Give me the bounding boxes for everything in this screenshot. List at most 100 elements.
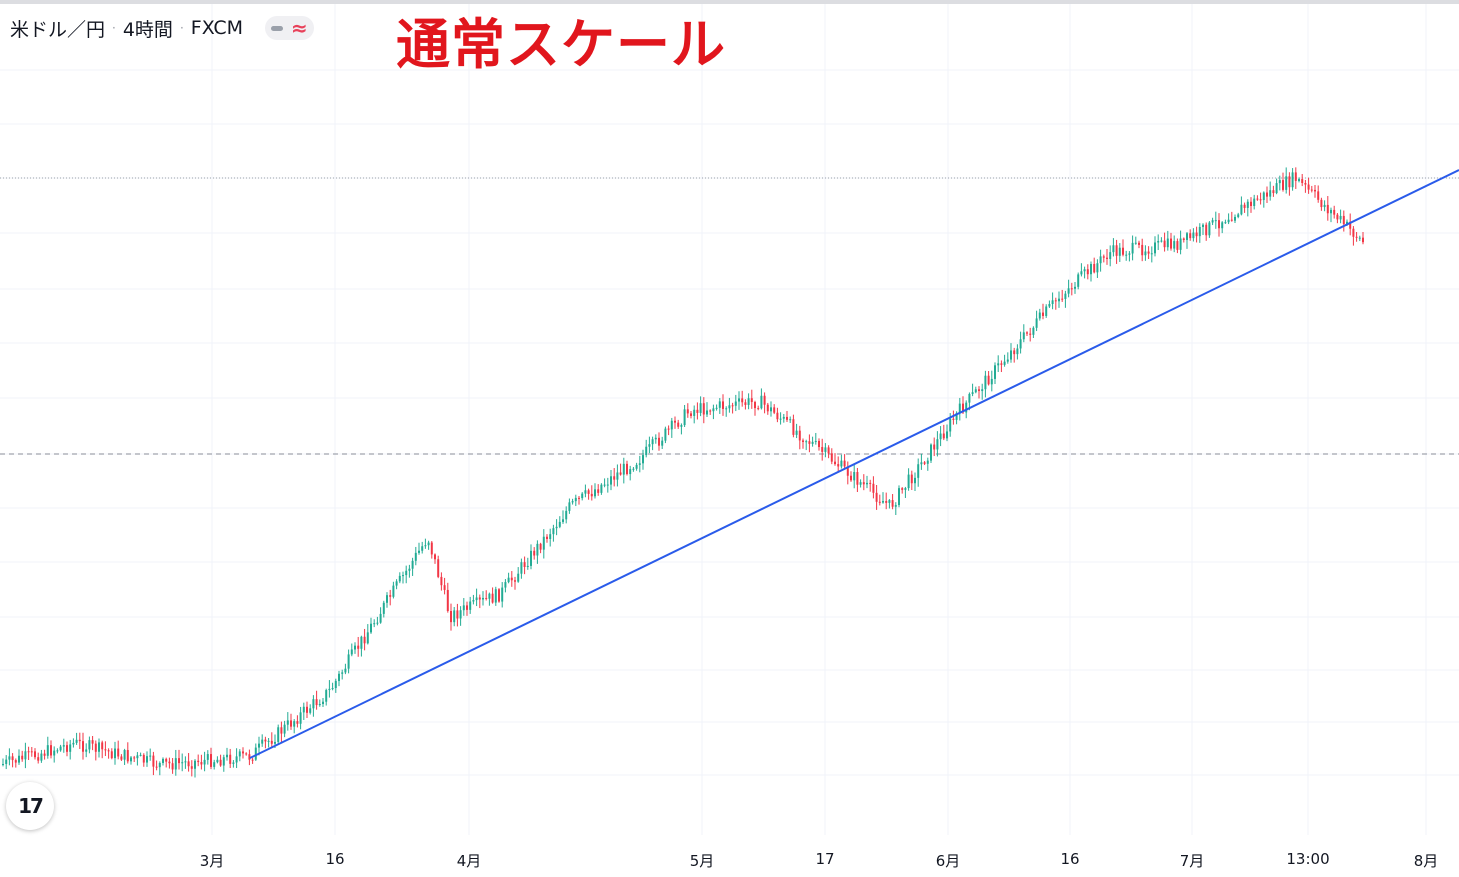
candle-body xyxy=(715,407,718,409)
candle-body xyxy=(302,706,305,713)
candle-body xyxy=(130,757,132,762)
candle-body xyxy=(600,484,603,493)
candle-body xyxy=(786,416,788,420)
candle-body xyxy=(69,744,72,752)
candle-body xyxy=(370,623,372,633)
candle-body xyxy=(1173,241,1176,249)
candle-body xyxy=(1074,286,1076,289)
candle-body xyxy=(520,562,523,574)
symbol-legend[interactable]: 米ドル／円 · 4時間 · FXCM ≈ xyxy=(10,14,314,42)
candle-body xyxy=(837,464,840,467)
candle-body xyxy=(123,750,126,760)
candle-body xyxy=(898,488,900,506)
candle-body xyxy=(1147,251,1150,254)
candle-body xyxy=(1022,332,1025,340)
tradingview-logo-icon[interactable]: 17 xyxy=(6,782,54,830)
candle-body xyxy=(1320,199,1323,208)
candle-body xyxy=(1275,183,1278,194)
candle-body xyxy=(91,740,94,744)
trendline[interactable] xyxy=(249,169,1459,759)
candle-body xyxy=(702,403,705,415)
candle-body xyxy=(171,763,174,770)
candle-body xyxy=(162,758,164,763)
candle-body xyxy=(613,476,616,480)
candle-body xyxy=(1077,274,1080,287)
candle-body xyxy=(1160,240,1163,242)
candle-body xyxy=(955,412,958,420)
candle-body xyxy=(824,447,827,452)
legend-status-pill[interactable]: ≈ xyxy=(265,16,314,40)
candle-body xyxy=(382,602,385,614)
candle-body xyxy=(277,727,280,742)
candle-body xyxy=(376,622,379,624)
candle-body xyxy=(1205,224,1208,236)
candle-body xyxy=(232,762,235,764)
candle-body xyxy=(552,528,555,535)
candle-body xyxy=(603,484,606,486)
candle-body xyxy=(504,582,507,588)
candle-body xyxy=(1154,242,1156,254)
candle-body xyxy=(968,393,971,403)
candle-body xyxy=(571,501,574,503)
candle-body xyxy=(677,422,680,427)
candle-body xyxy=(1256,198,1259,200)
candle-body xyxy=(114,748,116,759)
candle-body xyxy=(427,542,430,546)
candle-body xyxy=(1112,245,1115,253)
candle-body xyxy=(875,492,878,502)
candle-body xyxy=(482,597,484,600)
candle-body xyxy=(1016,348,1019,355)
candle-body xyxy=(43,753,46,756)
candle-body xyxy=(635,464,638,469)
candle-body xyxy=(437,559,440,577)
chart-heading: 通常スケール xyxy=(396,13,726,76)
candle-body xyxy=(766,404,769,412)
candle-body xyxy=(363,636,366,644)
candle-body xyxy=(165,758,168,762)
candle-body xyxy=(1093,263,1096,273)
candle-body xyxy=(1090,263,1092,275)
candle-body xyxy=(856,472,859,485)
candle-body xyxy=(408,568,411,571)
candle-body xyxy=(1317,191,1320,200)
candle-body xyxy=(706,410,708,415)
candle-body xyxy=(1269,190,1272,197)
candle-body xyxy=(357,645,360,649)
candle-body xyxy=(811,441,814,444)
candle-body xyxy=(574,497,577,502)
candle-body xyxy=(1330,209,1332,214)
candle-body xyxy=(216,759,219,763)
candle-body xyxy=(1352,228,1355,237)
candle-body xyxy=(62,745,65,747)
candle-body xyxy=(731,405,734,407)
interval-label[interactable]: 4時間 xyxy=(122,18,173,41)
candle-body xyxy=(680,425,683,427)
candle-body xyxy=(936,439,939,450)
candle-body xyxy=(744,402,747,405)
candle-body xyxy=(1358,237,1361,239)
candle-body xyxy=(107,750,110,752)
symbol-name[interactable]: 米ドル／円 xyxy=(10,18,106,41)
candle-body xyxy=(530,550,532,566)
candle-body xyxy=(997,363,1000,366)
candle-body xyxy=(286,720,289,725)
candle-body xyxy=(1051,300,1054,305)
candle-body xyxy=(267,740,270,742)
candle-body xyxy=(360,636,363,649)
candle-body xyxy=(741,398,744,403)
candle-body xyxy=(546,536,548,539)
candle-body xyxy=(853,472,856,481)
candle-body xyxy=(350,649,353,655)
candle-body xyxy=(667,428,670,430)
candle-body xyxy=(472,600,475,602)
candle-body xyxy=(802,440,804,443)
candle-body xyxy=(568,502,571,511)
candle-body xyxy=(197,760,200,763)
candle-body xyxy=(805,441,808,443)
candle-body xyxy=(645,446,648,456)
candle-body xyxy=(200,762,203,765)
candle-body xyxy=(354,645,356,650)
candle-body xyxy=(1166,238,1169,248)
candle-body xyxy=(818,440,820,448)
